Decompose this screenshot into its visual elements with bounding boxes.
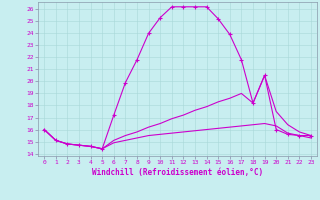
X-axis label: Windchill (Refroidissement éolien,°C): Windchill (Refroidissement éolien,°C) [92,168,263,177]
